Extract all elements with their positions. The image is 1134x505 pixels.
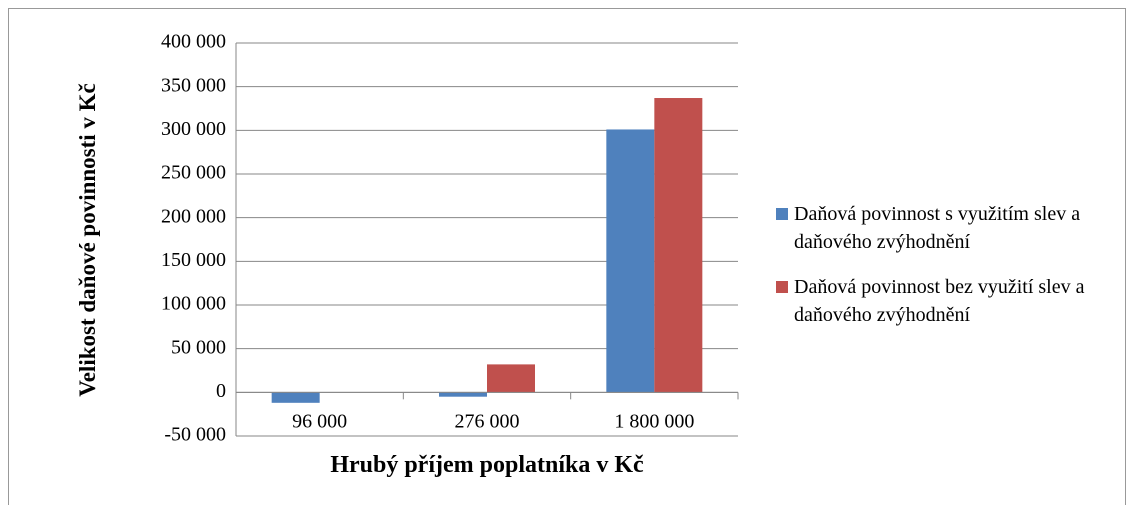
y-tick-label: 100 000: [161, 293, 226, 315]
y-tick-label: 400 000: [161, 31, 226, 53]
chart-border: [8, 8, 1126, 505]
x-axis-title: Hrubý příjem poplatníka v Kč: [330, 452, 644, 478]
legend-label: Daňová povinnost s využitím slev a daňov…: [794, 203, 1081, 253]
x-tick-label: 96 000: [292, 411, 347, 433]
bar: [606, 129, 655, 393]
y-tick-label: 250 000: [161, 162, 226, 184]
y-tick-label: 0: [216, 380, 226, 402]
y-tick-label: 50 000: [171, 336, 226, 358]
y-tick-label: -50 000: [164, 424, 226, 446]
y-axis-title: Velikost daňové povinnosti v Kč: [75, 83, 100, 397]
bar: [271, 392, 320, 403]
legend-item: Daňová povinnost s využitím slev a daňov…: [776, 200, 1126, 256]
legend: Daňová povinnost s využitím slev a daňov…: [776, 200, 1126, 346]
bar: [487, 364, 535, 393]
x-tick-label: 1 800 000: [614, 411, 694, 433]
y-tick-label: 350 000: [161, 74, 226, 96]
legend-item: Daňová povinnost bez využití slev a daňo…: [776, 273, 1126, 329]
y-tick-label: 300 000: [161, 118, 226, 140]
y-tick-label: 150 000: [161, 249, 226, 271]
x-tick-label: 276 000: [455, 411, 520, 433]
bar: [654, 98, 703, 393]
y-tick-label: 200 000: [161, 205, 226, 227]
bar: [439, 392, 487, 397]
legend-swatch: [776, 208, 788, 220]
legend-swatch: [776, 281, 788, 293]
legend-label: Daňová povinnost bez využití slev a daňo…: [794, 276, 1085, 326]
